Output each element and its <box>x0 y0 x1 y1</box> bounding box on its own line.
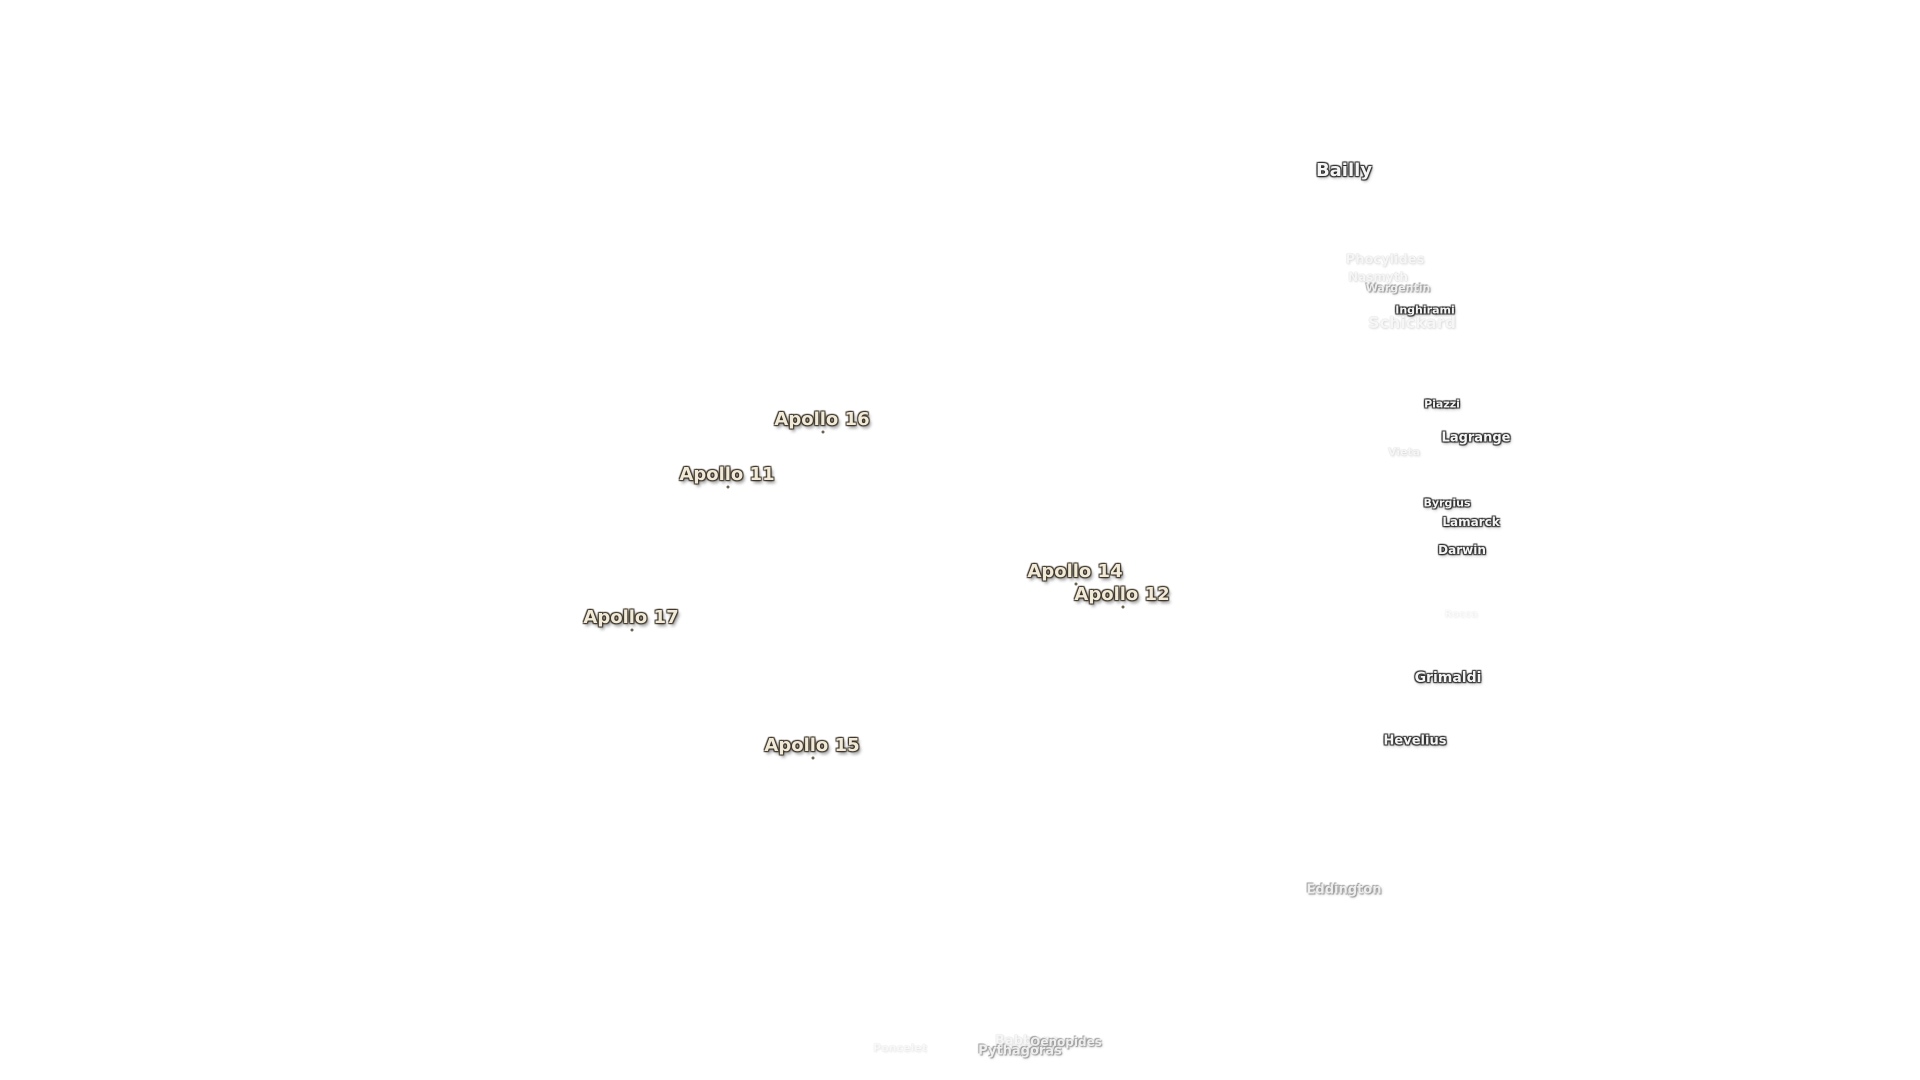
crater-nasmyth-label[interactable]: Nasmyth <box>1348 270 1408 284</box>
crater-lagrange-label[interactable]: Lagrange <box>1441 430 1511 446</box>
crater-oenopides-label[interactable]: Oenopides <box>1030 1035 1102 1049</box>
apollo-17-marker[interactable] <box>630 628 634 632</box>
apollo-16-label[interactable]: Apollo 16 <box>774 409 870 430</box>
crater-babbage-label[interactable]: Babbage <box>994 1033 1060 1049</box>
crater-vieta-label[interactable]: Vieta <box>1387 445 1421 459</box>
crater-phocylides-label[interactable]: Phocylides <box>1345 252 1425 268</box>
apollo-16-marker[interactable] <box>821 430 825 434</box>
crater-rocca-label[interactable]: Rocca <box>1444 609 1478 620</box>
apollo-14-label[interactable]: Apollo 14 <box>1027 561 1123 582</box>
crater-bailly-label[interactable]: Bailly <box>1315 160 1373 181</box>
crater-poncelet-label[interactable]: Poncelet <box>873 1041 927 1055</box>
crater-inghirami-label[interactable]: Inghirami <box>1395 303 1455 317</box>
apollo-15-marker[interactable] <box>811 756 815 760</box>
apollo-12-label[interactable]: Apollo 12 <box>1074 584 1170 605</box>
crater-piazzi-label[interactable]: Piazzi <box>1424 397 1460 411</box>
apollo-11-marker[interactable] <box>726 485 730 489</box>
crater-lamarck-label[interactable]: Lamarck <box>1442 515 1500 529</box>
crater-pythagoras-label[interactable]: Pythagoras <box>978 1043 1062 1059</box>
crater-eddington-label[interactable]: Eddington <box>1306 882 1382 898</box>
crater-wargentin-label[interactable]: Wargentin <box>1365 281 1431 295</box>
crater-darwin-label[interactable]: Darwin <box>1438 543 1486 557</box>
apollo-15-label[interactable]: Apollo 15 <box>764 735 860 756</box>
apollo-17-label[interactable]: Apollo 17 <box>583 607 679 628</box>
apollo-12-marker[interactable] <box>1121 605 1125 609</box>
apollo-14-marker[interactable] <box>1074 582 1078 586</box>
crater-hevelius-label[interactable]: Hevelius <box>1383 733 1447 749</box>
crater-grimaldi-label[interactable]: Grimaldi <box>1414 670 1482 686</box>
crater-schickard-label[interactable]: Schickard <box>1367 313 1457 332</box>
crater-byrgius-label[interactable]: Byrgius <box>1423 496 1471 510</box>
apollo-11-label[interactable]: Apollo 11 <box>679 464 775 485</box>
